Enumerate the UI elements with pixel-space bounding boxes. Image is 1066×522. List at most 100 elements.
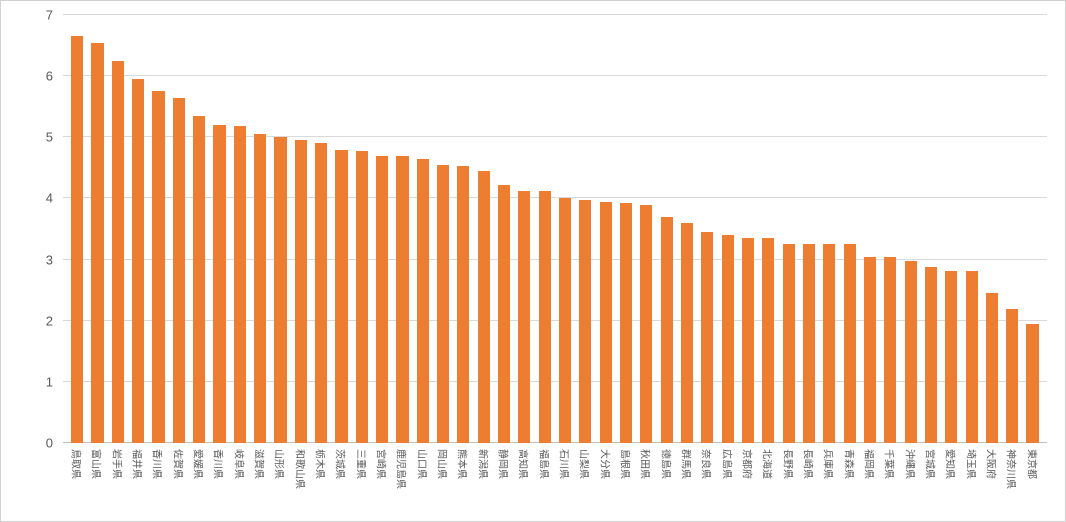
x-label-slot: 東京都: [1022, 443, 1042, 521]
bar-slot: [535, 15, 555, 443]
bar: [661, 217, 673, 443]
x-label-slot: 福岡県: [860, 443, 880, 521]
bar-slot: [657, 15, 677, 443]
plot-area: 01234567: [63, 15, 1047, 443]
x-tick-label: 岡山県: [436, 449, 451, 479]
bar-slot: [575, 15, 595, 443]
bar-slot: [555, 15, 575, 443]
x-label-slot: 茨城県: [331, 443, 351, 521]
x-tick-label: 茨城県: [334, 449, 349, 479]
x-label-slot: 岡山県: [433, 443, 453, 521]
x-label-slot: 山梨県: [575, 443, 595, 521]
x-label-slot: 石川県: [555, 443, 575, 521]
bar-slot: [921, 15, 941, 443]
bars-group: [63, 15, 1047, 443]
x-tick-label: 神奈川県: [1005, 449, 1020, 489]
x-label-slot: 福島県: [535, 443, 555, 521]
x-label-slot: 静岡県: [494, 443, 514, 521]
bar: [1026, 324, 1038, 443]
bar-slot: [839, 15, 859, 443]
x-tick-label: 京都府: [740, 449, 755, 479]
bar: [945, 271, 957, 443]
x-tick-label: 福岡県: [862, 449, 877, 479]
x-tick-label: 石川県: [558, 449, 573, 479]
bar: [559, 198, 571, 443]
x-label-slot: 佐賀県: [169, 443, 189, 521]
bar-slot: [494, 15, 514, 443]
bar: [701, 232, 713, 443]
bar-slot: [311, 15, 331, 443]
bar-slot: [413, 15, 433, 443]
bar-slot: [250, 15, 270, 443]
bar: [640, 205, 652, 443]
x-tick-label: 栃木県: [314, 449, 329, 479]
bar-slot: [799, 15, 819, 443]
bar: [91, 43, 103, 443]
bar-slot: [352, 15, 372, 443]
x-tick-label: 兵庫県: [822, 449, 837, 479]
x-tick-label: 群馬県: [680, 449, 695, 479]
bar: [1006, 309, 1018, 444]
bar: [783, 244, 795, 443]
x-label-slot: 島根県: [616, 443, 636, 521]
x-tick-label: 埼玉県: [964, 449, 979, 479]
bar-slot: [372, 15, 392, 443]
x-tick-label: 宮崎県: [375, 449, 390, 479]
x-tick-label: 熊本県: [456, 449, 471, 479]
bar: [925, 267, 937, 443]
bar: [356, 151, 368, 443]
bar: [518, 191, 530, 443]
bar: [112, 61, 124, 443]
x-label-slot: 大分県: [596, 443, 616, 521]
bar-slot: [1002, 15, 1022, 443]
bar: [844, 244, 856, 443]
bar-slot: [148, 15, 168, 443]
bar-slot: [67, 15, 87, 443]
bar-slot: [941, 15, 961, 443]
bar: [173, 98, 185, 443]
x-tick-label: 山形県: [273, 449, 288, 479]
x-tick-label: 長崎県: [801, 449, 816, 479]
x-tick-label: 和歌山県: [293, 449, 308, 489]
bar: [274, 137, 286, 443]
bar: [742, 238, 754, 443]
x-label-slot: 長崎県: [799, 443, 819, 521]
x-tick-label: 鳥取県: [70, 449, 85, 479]
x-label-slot: 千葉県: [880, 443, 900, 521]
bar-slot: [453, 15, 473, 443]
y-tick-label: 2: [46, 313, 63, 328]
x-label-slot: 三重県: [352, 443, 372, 521]
bar-slot: [819, 15, 839, 443]
x-tick-label: 新潟県: [476, 449, 491, 479]
x-label-slot: 山形県: [270, 443, 290, 521]
bar: [498, 185, 510, 443]
bar: [864, 257, 876, 443]
bar: [437, 165, 449, 443]
x-label-slot: 京都府: [738, 443, 758, 521]
x-label-slot: 高知県: [514, 443, 534, 521]
x-label-slot: 奈良県: [697, 443, 717, 521]
bar-slot: [514, 15, 534, 443]
x-tick-label: 三重県: [354, 449, 369, 479]
x-tick-label: 大分県: [598, 449, 613, 479]
y-tick-label: 4: [46, 191, 63, 206]
y-tick-label: 7: [46, 8, 63, 23]
x-label-slot: 香川県: [148, 443, 168, 521]
bar: [152, 91, 164, 443]
bar-slot: [474, 15, 494, 443]
bar: [478, 171, 490, 443]
x-tick-label: 岐阜県: [232, 449, 247, 479]
bar: [905, 261, 917, 443]
bar-slot: [596, 15, 616, 443]
bar-slot: [209, 15, 229, 443]
x-label-slot: 宮崎県: [372, 443, 392, 521]
y-tick-label: 3: [46, 252, 63, 267]
bar: [315, 143, 327, 443]
x-tick-label: 秋田県: [639, 449, 654, 479]
x-label-slot: 福井県: [128, 443, 148, 521]
x-label-slot: 鹿児島県: [392, 443, 412, 521]
bar-slot: [738, 15, 758, 443]
x-label-slot: 北海道: [758, 443, 778, 521]
bar-slot: [230, 15, 250, 443]
x-label-slot: 神奈川県: [1002, 443, 1022, 521]
